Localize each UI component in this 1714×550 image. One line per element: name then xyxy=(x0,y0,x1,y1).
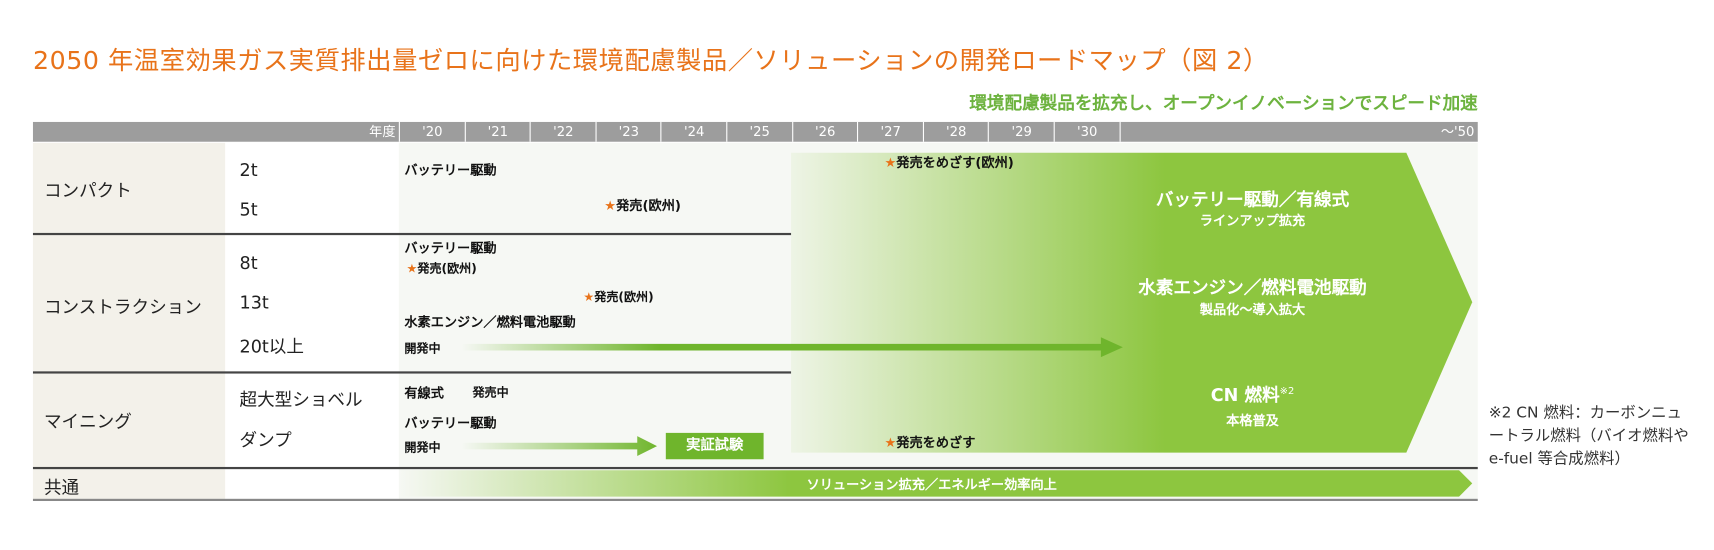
construction-dev-arrow xyxy=(461,337,1123,358)
year-3: '23 xyxy=(595,121,661,142)
compact-launch: 発売(欧州) xyxy=(616,197,681,214)
construction-battery: バッテリー駆動 xyxy=(404,240,497,256)
category-construction: コンストラクション xyxy=(43,296,202,318)
mining-battery: バッテリー駆動 xyxy=(404,415,497,431)
divider xyxy=(32,371,792,374)
year-9: '29 xyxy=(988,121,1054,142)
year-5: '25 xyxy=(726,121,792,142)
year-header xyxy=(32,121,1478,142)
construction-hydrogen: 水素エンジン／燃料電池駆動 xyxy=(404,314,576,330)
category-mining: マイニング xyxy=(43,410,132,432)
star-icon: ★ xyxy=(884,154,897,171)
year-8: '28 xyxy=(922,121,989,142)
year-label: 年度 xyxy=(369,124,396,140)
arrow-battery-wired: バッテリー駆動／有線式 xyxy=(1155,188,1350,210)
year-1: '21 xyxy=(464,121,530,142)
compact-target: 発売をめざす(欧州) xyxy=(896,154,1014,171)
mining-dev-arrow xyxy=(461,436,658,456)
year-2: '22 xyxy=(529,121,596,142)
star-icon: ★ xyxy=(604,197,617,214)
model-dump: ダンプ xyxy=(239,429,292,451)
arrow-lineup: ラインアップ拡充 xyxy=(1199,213,1306,229)
divider xyxy=(32,232,792,235)
model-shovel: 超大型ショベル xyxy=(239,388,363,410)
model-column xyxy=(225,142,399,500)
star-icon: ★ xyxy=(583,290,595,305)
year-7: '27 xyxy=(857,121,923,142)
construction-launch-1: 発売(欧州) xyxy=(417,261,477,276)
footnote: ※2 CN 燃料：カーボンニュートラル燃料（バイオ燃料や e-fuel 等合成燃… xyxy=(1488,404,1689,469)
mining-developing: 開発中 xyxy=(404,440,441,455)
compact-battery: バッテリー駆動 xyxy=(404,162,497,178)
star-icon: ★ xyxy=(884,435,897,451)
model-5t: 5t xyxy=(239,198,258,220)
year-end: ～'50 xyxy=(1119,121,1474,142)
figure-title: 2050 年温室効果ガス実質排出量ゼロに向けた環境配慮製品／ソリューションの開発… xyxy=(32,47,1269,76)
arrow-cn-fuel: CN 燃料 xyxy=(1210,384,1280,406)
footnote-ref: ※2 xyxy=(1279,386,1295,398)
divider xyxy=(32,498,1478,501)
model-13t: 13t xyxy=(239,292,269,314)
mining-on-sale: 発売中 xyxy=(472,385,509,400)
divider xyxy=(32,466,1478,469)
mining-target: 発売をめざす xyxy=(896,435,976,451)
model-2t: 2t xyxy=(239,159,258,181)
construction-launch-2: 発売(欧州) xyxy=(594,290,654,305)
big-arrow xyxy=(791,152,1473,453)
arrow-spread: 本格普及 xyxy=(1226,413,1279,429)
construction-developing: 開発中 xyxy=(404,341,441,356)
model-8t: 8t xyxy=(239,252,258,274)
common-bar-arrow xyxy=(398,470,1473,497)
year-4: '24 xyxy=(660,121,727,142)
common-bar-label: ソリューション拡充／エネルギー効率向上 xyxy=(806,476,1057,493)
year-10: '30 xyxy=(1053,121,1120,142)
model-20t: 20t以上 xyxy=(239,336,304,358)
year-0: '20 xyxy=(398,121,465,142)
mining-wired: 有線式 xyxy=(404,385,444,402)
category-common: 共通 xyxy=(43,476,80,498)
category-column xyxy=(32,142,226,500)
arrow-hydrogen: 水素エンジン／燃料電池駆動 xyxy=(1138,276,1367,298)
figure-subtitle: 環境配慮製品を拡充し、オープンイノベーションでスピード加速 xyxy=(969,92,1478,114)
star-icon: ★ xyxy=(406,261,418,276)
year-6: '26 xyxy=(791,121,858,142)
arrow-commercialize: 製品化～導入拡大 xyxy=(1199,302,1306,318)
trial-badge: 実証試験 xyxy=(665,432,764,460)
category-compact: コンパクト xyxy=(43,180,132,202)
